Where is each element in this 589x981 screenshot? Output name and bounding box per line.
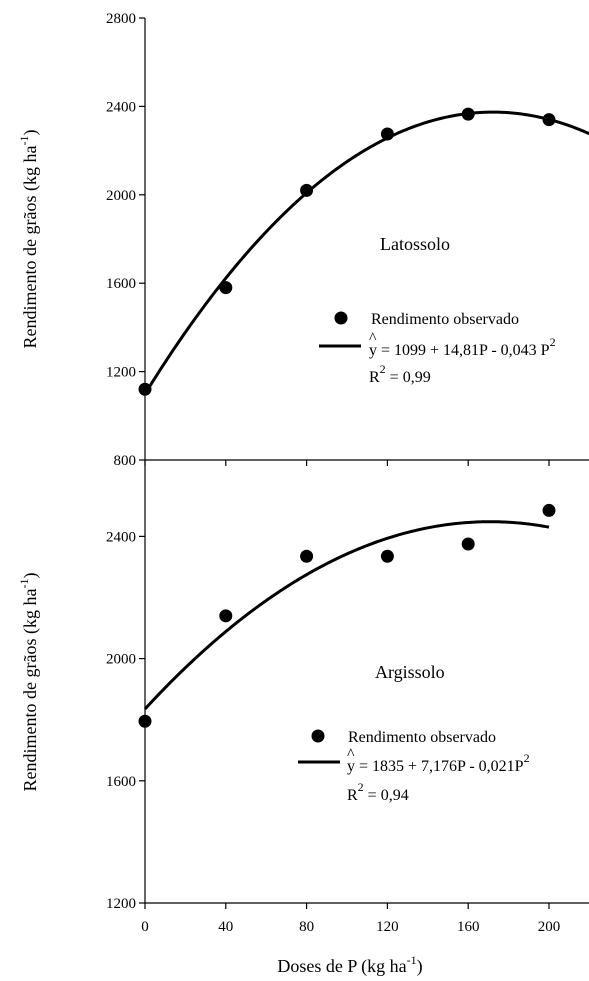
xlabel-main: Doses de P (kg ha — [277, 956, 406, 977]
legend-marker-top — [334, 311, 348, 325]
equation-sup-top: 2 — [550, 335, 556, 349]
data-point — [542, 503, 556, 517]
ylabel-sup-top: -1 — [17, 136, 31, 146]
data-point — [300, 183, 314, 197]
data-point — [461, 537, 475, 551]
y-tick-label: 800 — [114, 453, 137, 469]
x-axis-title: Doses de P (kg ha-1) — [277, 953, 422, 977]
legend-hat-bottom: ^ — [347, 746, 355, 763]
legend-observed-top: Rendimento observado — [371, 311, 519, 328]
legend-equation-bottom: y = 1835 + 7,176P - 0,021P2 — [347, 751, 530, 775]
panel-label-argissolo: Argissolo — [375, 662, 445, 682]
panel-latossolo: 800 1200 1600 2000 2400 2800 Latossolo Rendim… — [17, 11, 589, 469]
y-tick-label: 2000 — [106, 188, 136, 204]
x-tick-label: 120 — [376, 919, 399, 935]
data-point — [542, 113, 556, 127]
y-ticks-bottom: 1200 1600 2000 2400 — [106, 529, 145, 912]
legend-r2-bottom: R2 = 0,94 — [347, 780, 409, 804]
x-ticks-bottom: 0 40 80 120 160 200 — [141, 460, 560, 935]
points-bottom — [138, 503, 556, 728]
y-tick-label: 2400 — [106, 529, 136, 545]
equation-sup-bottom: 2 — [524, 751, 530, 765]
x-tick-label: 80 — [299, 919, 314, 935]
data-point — [138, 382, 152, 396]
points-top — [138, 107, 556, 396]
data-point — [219, 281, 233, 295]
y-axis-title-bottom: Rendimento de grãos (kg ha-1) — [17, 573, 41, 792]
panel-label-latossolo: Latossolo — [380, 234, 450, 254]
fit-curve — [143, 520, 550, 711]
data-point — [461, 107, 475, 121]
r2-value-bottom: = 0,94 — [364, 787, 409, 804]
r2-sup-bottom: 2 — [358, 780, 364, 794]
y-axis-title-top: Rendimento de grãos (kg ha-1) — [17, 130, 41, 349]
legend-r2-top: R2 = 0,99 — [369, 362, 431, 386]
xlabel-sup: -1 — [407, 953, 417, 967]
equation-main-top: y = 1099 + 14,81P - 0,043 P — [369, 342, 550, 359]
ylabel-end-bottom: ) — [20, 573, 41, 579]
r2-prefix-top: R — [369, 369, 380, 386]
legend-observed-bottom: Rendimento observado — [348, 729, 496, 746]
y-tick-label: 1200 — [106, 365, 136, 381]
y-tick-label: 1600 — [106, 276, 136, 292]
data-point — [380, 549, 394, 563]
data-point — [380, 127, 394, 141]
y-ticks-top: 800 1200 1600 2000 2400 2800 — [106, 11, 145, 469]
fit-curve-bottom-group — [143, 520, 550, 711]
data-point — [300, 549, 314, 563]
legend-hat-top: ^ — [369, 330, 377, 347]
data-point — [138, 714, 152, 728]
y-tick-label: 2000 — [106, 652, 136, 668]
legend-marker-bottom — [311, 729, 325, 743]
y-tick-label: 1600 — [106, 774, 136, 790]
y-tick-label: 2400 — [106, 99, 136, 115]
r2-value-top: = 0,99 — [386, 369, 431, 386]
fit-curve — [143, 110, 589, 395]
ylabel-main-top: Rendimento de grãos (kg ha — [20, 146, 41, 349]
fit-curve-top-group — [143, 110, 589, 395]
ylabel-end-top: ) — [20, 130, 41, 136]
x-tick-label: 160 — [457, 919, 480, 935]
r2-prefix-bottom: R — [347, 787, 358, 804]
y-tick-label: 1200 — [106, 896, 136, 912]
x-tick-label: 200 — [538, 919, 561, 935]
x-tick-label: 0 — [141, 919, 149, 935]
equation-main-bottom: y = 1835 + 7,176P - 0,021P — [347, 758, 524, 775]
xlabel-end: ) — [417, 956, 423, 977]
ylabel-main-bottom: Rendimento de grãos (kg ha — [20, 589, 41, 792]
ylabel-sup-bottom: -1 — [17, 579, 31, 589]
data-point — [219, 609, 233, 623]
r2-sup-top: 2 — [380, 362, 386, 376]
legend-equation-top: y = 1099 + 14,81P - 0,043 P2 — [369, 335, 556, 359]
y-tick-label: 2800 — [106, 11, 136, 27]
panel-argissolo: 1200 1600 2000 2400 0 40 80 120 160 200 Argissol… — [17, 459, 589, 977]
x-tick-label: 40 — [218, 919, 233, 935]
